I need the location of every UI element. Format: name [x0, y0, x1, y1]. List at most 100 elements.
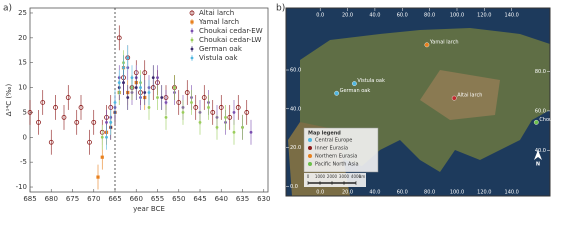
x-tick-label: 680: [45, 195, 58, 203]
point: [201, 95, 207, 100]
site-label: German oak: [340, 88, 371, 94]
legend-marker: [190, 56, 194, 60]
x-tick-label: 140.0: [505, 190, 519, 196]
panel-label: b): [276, 4, 285, 14]
map-frame: [285, 7, 551, 197]
site-marker: [334, 90, 340, 96]
point: [96, 175, 100, 179]
legend-marker: [189, 10, 195, 16]
y-tick-label: -5: [20, 158, 27, 166]
site-label: Vistula oak: [357, 78, 385, 84]
panel-label: a): [3, 4, 12, 14]
point: [232, 130, 236, 134]
point: [218, 105, 224, 110]
map-legend-label: Central Europe: [315, 138, 352, 144]
y-tick-label: 20: [18, 34, 27, 42]
land: [420, 70, 500, 120]
x-tick-label: 630: [257, 195, 270, 203]
point: [109, 120, 113, 124]
x-tick-label: 655: [151, 195, 164, 203]
scale-label: 2000: [327, 174, 338, 179]
point: [147, 91, 151, 94]
legend-label: Choukai cedar-EW: [199, 27, 263, 35]
site-label: Yamal larch: [429, 39, 459, 45]
y-tick-label: -10: [16, 183, 27, 191]
legend-marker: [190, 47, 194, 51]
scale-label: 3000: [339, 174, 350, 179]
site-marker: [351, 81, 357, 86]
legend-marker: [190, 29, 194, 33]
map-legend-label: Pacific North Asia: [315, 162, 359, 168]
point: [176, 100, 182, 105]
x-tick-label: 60.0: [397, 13, 408, 19]
x-tick-label: 80.0: [424, 190, 435, 196]
legend-label: Vistula oak: [199, 54, 238, 62]
point: [122, 81, 125, 84]
legend-label: Choukai cedar-LW: [199, 36, 262, 44]
x-tick-label: 100.0: [450, 190, 464, 196]
point: [207, 106, 210, 109]
point: [143, 91, 147, 94]
point: [156, 96, 159, 99]
y-tick-label: 15: [18, 59, 27, 67]
point: [91, 119, 97, 125]
y-tick-label: 60.0: [290, 68, 301, 74]
point: [40, 100, 46, 105]
scale-label: 1000: [315, 174, 326, 179]
y-tick-label: 25: [18, 9, 27, 17]
y2-tick-label: 60.0: [535, 108, 546, 114]
y-tick-label: 0: [23, 133, 27, 141]
point: [100, 135, 104, 139]
point: [173, 86, 176, 89]
legend-label: Altai larch: [199, 9, 234, 17]
point: [117, 81, 121, 84]
point: [105, 135, 108, 139]
point: [224, 116, 227, 119]
point: [74, 119, 80, 125]
scale-label: 0: [307, 174, 310, 179]
map-legend-title: Map legend: [308, 131, 341, 137]
point: [36, 119, 41, 125]
point: [164, 101, 168, 104]
point: [78, 105, 84, 110]
x-tick-label: 0.0: [316, 13, 324, 19]
legend-marker: [190, 20, 194, 24]
point: [164, 116, 168, 119]
x-tick-label: 685: [23, 195, 36, 203]
point: [184, 90, 190, 95]
map-legend-box: [303, 127, 379, 173]
x-tick-label: 40.0: [369, 190, 380, 196]
map-legend-marker: [308, 162, 312, 166]
site-label: Altai larch: [457, 93, 482, 99]
point: [113, 101, 117, 104]
map-legend-marker: [308, 138, 312, 142]
point: [190, 101, 193, 104]
y-tick-label: 40.0: [290, 106, 301, 112]
point: [53, 105, 58, 110]
x-tick-label: 80.0: [424, 13, 435, 19]
point: [142, 70, 148, 76]
y2-tick-label: 40.0: [535, 148, 546, 154]
y-tick-label: 5: [23, 108, 27, 116]
y-tick-label: 0.0: [290, 184, 298, 190]
x-tick-label: 100.0: [450, 13, 464, 19]
site-marker: [451, 95, 457, 101]
y2-tick-label: 80.0: [535, 69, 546, 75]
point: [232, 111, 236, 114]
point: [210, 110, 216, 115]
x-tick-label: 120.0: [477, 190, 491, 196]
point: [151, 76, 155, 80]
point: [139, 86, 142, 89]
point: [235, 105, 241, 110]
point: [227, 115, 233, 120]
point: [215, 125, 219, 129]
site-marker: [533, 119, 539, 125]
point: [249, 130, 253, 134]
site-label: Choukai cedar: [539, 117, 576, 123]
map-legend-marker: [308, 146, 312, 150]
legend-label: German oak: [199, 45, 243, 53]
point: [130, 76, 134, 80]
x-tick-label: 40.0: [369, 13, 380, 19]
x-axis-label: year BCE: [133, 205, 165, 213]
scale-unit: km: [359, 174, 365, 179]
